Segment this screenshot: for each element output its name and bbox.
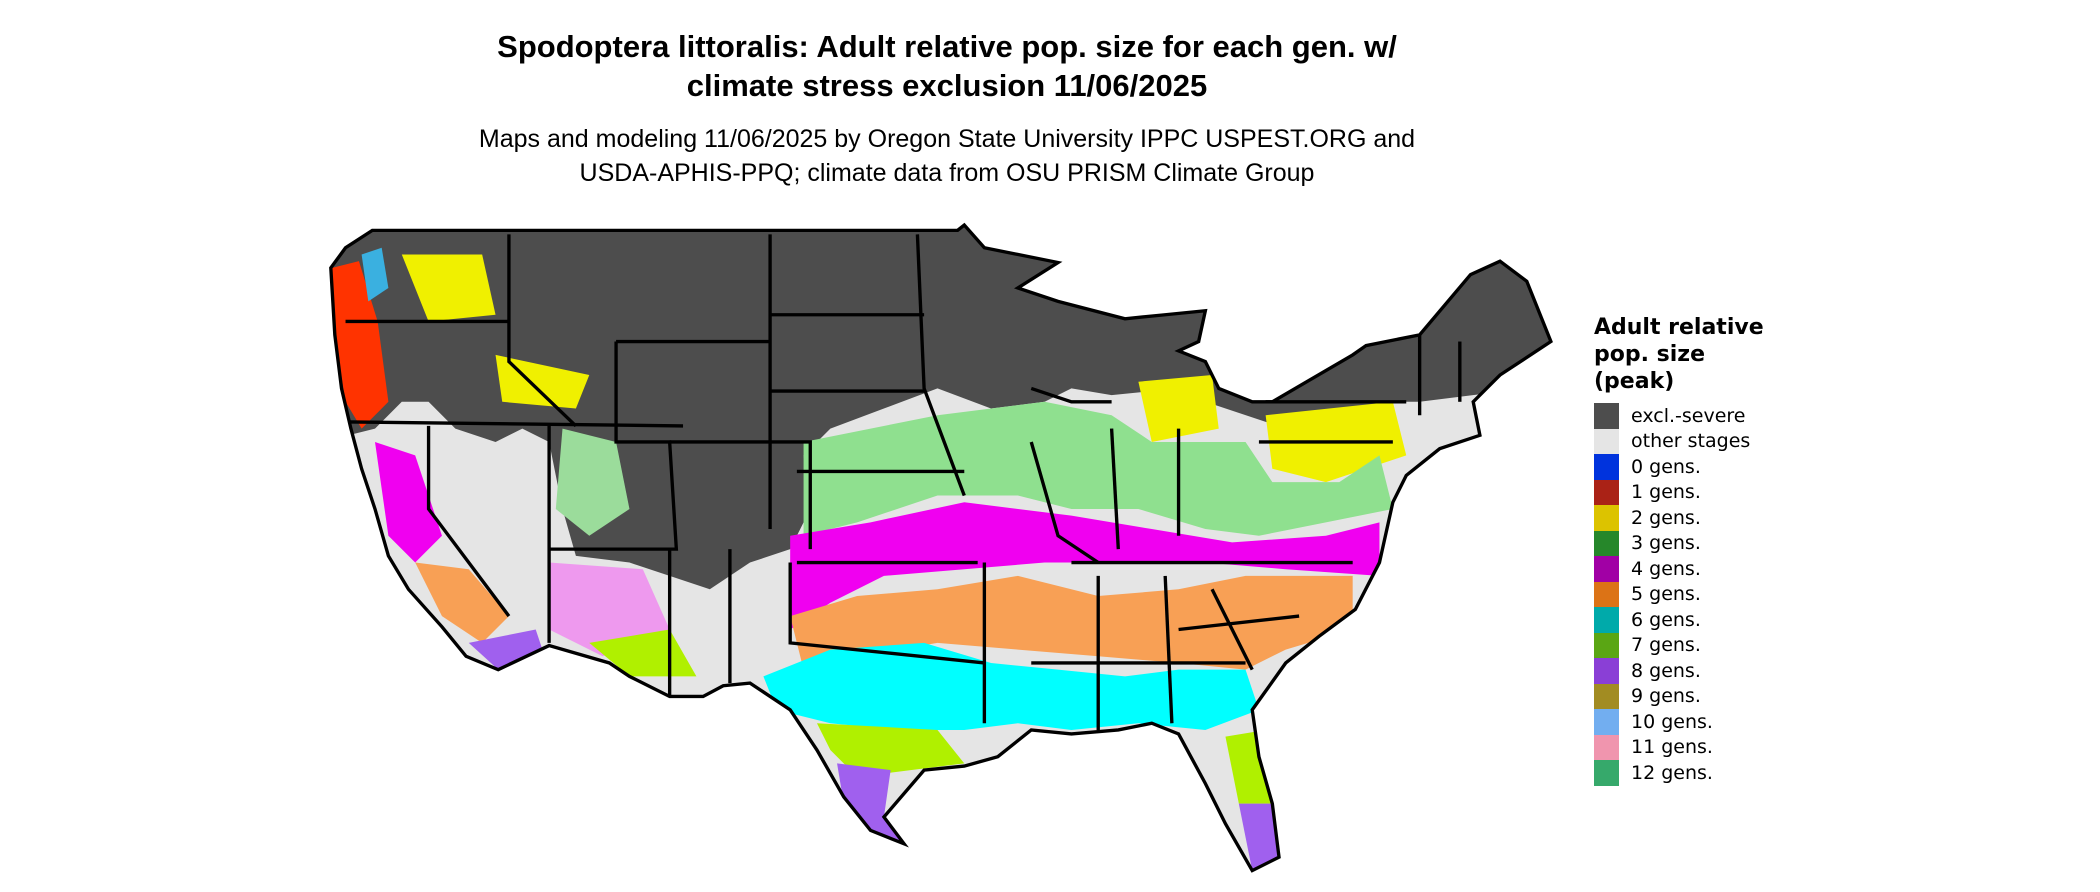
green-band-midwest — [803, 401, 1393, 536]
legend-label: excl.-severe — [1631, 404, 1746, 427]
magenta-band-california — [375, 441, 442, 563]
legend-item: 11 gens. — [1594, 734, 1764, 760]
legend-swatch — [1594, 505, 1619, 531]
legend-label: 1 gens. — [1631, 481, 1701, 504]
legend-title-line-2: pop. size — [1594, 342, 1705, 367]
west-mixed-region — [555, 428, 630, 536]
map-title: Spodoptera littoralis: Adult relative po… — [0, 27, 1894, 105]
legend-label: 0 gens. — [1631, 455, 1701, 478]
legend-label: 11 gens. — [1631, 736, 1713, 759]
legend-item: 7 gens. — [1594, 632, 1764, 658]
legend-label: other stages — [1631, 430, 1751, 453]
pink-lavender-arizona — [549, 562, 670, 657]
legend-title-line-3: (peak) — [1594, 369, 1675, 394]
legend-item: other stages — [1594, 428, 1764, 454]
yellow-patch-northwest — [401, 254, 496, 322]
purple-florida-tip — [1238, 803, 1280, 871]
legend-label: 7 gens. — [1631, 634, 1701, 657]
cyan-band — [763, 642, 1259, 730]
orange-band — [790, 575, 1353, 670]
title-line-2: climate stress exclusion 11/06/2025 — [686, 68, 1208, 103]
magenta-band — [790, 502, 1380, 630]
legend-swatch — [1594, 581, 1619, 607]
state-borders — [329, 223, 1553, 873]
legend-item: 6 gens. — [1594, 607, 1764, 633]
legend-item: 12 gens. — [1594, 760, 1764, 786]
subtitle-line-1: Maps and modeling 11/06/2025 by Oregon S… — [478, 125, 1416, 153]
legend-item: 5 gens. — [1594, 581, 1764, 607]
legend-swatch — [1594, 709, 1619, 735]
legend-swatch — [1594, 734, 1619, 760]
subtitle-line-2: USDA-APHIS-PPQ; climate data from OSU PR… — [579, 159, 1315, 187]
legend-label: 3 gens. — [1631, 532, 1701, 555]
legend-swatch — [1594, 530, 1619, 556]
legend-item: 10 gens. — [1594, 709, 1764, 735]
map-subtitle: Maps and modeling 11/06/2025 by Oregon S… — [0, 122, 1894, 190]
legend-label: 12 gens. — [1631, 761, 1713, 784]
chartreuse-band-texas — [816, 723, 965, 777]
legend-swatch — [1594, 428, 1619, 454]
legend-title-line-1: Adult relative — [1594, 315, 1764, 340]
legend-swatch — [1594, 632, 1619, 658]
legend-item: 4 gens. — [1594, 556, 1764, 582]
legend-swatch — [1594, 556, 1619, 582]
legend-title: Adult relative pop. size (peak) — [1594, 314, 1764, 395]
legend-swatch — [1594, 403, 1619, 429]
orange-band-southwest — [415, 562, 509, 643]
legend-item: excl.-severe — [1594, 403, 1764, 429]
legend-swatch — [1594, 683, 1619, 709]
legend-swatch — [1594, 658, 1619, 684]
legend-label: 2 gens. — [1631, 506, 1701, 529]
title-line-1: Spodoptera littoralis: Adult relative po… — [497, 29, 1397, 64]
legend-item: 9 gens. — [1594, 683, 1764, 709]
legend-item: 0 gens. — [1594, 454, 1764, 480]
legend-label: 6 gens. — [1631, 608, 1701, 631]
red-west-coast — [332, 261, 389, 429]
legend-item: 2 gens. — [1594, 505, 1764, 531]
legend-item: 3 gens. — [1594, 530, 1764, 556]
legend-label: 8 gens. — [1631, 659, 1701, 682]
legend-swatch — [1594, 760, 1619, 786]
legend-swatch — [1594, 607, 1619, 633]
legend-item: 1 gens. — [1594, 479, 1764, 505]
legend-swatch — [1594, 454, 1619, 480]
legend-label: 4 gens. — [1631, 557, 1701, 580]
legend-label: 5 gens. — [1631, 583, 1701, 606]
legend-label: 10 gens. — [1631, 710, 1713, 733]
legend-label: 9 gens. — [1631, 685, 1701, 708]
legend-items: excl.-severe other stages 0 gens. 1 gens. 2 … — [1594, 403, 1764, 786]
yellow-patch-idaho — [495, 354, 590, 409]
yellow-patch-michigan — [1138, 375, 1219, 442]
cyan-puget-sound — [361, 247, 389, 302]
legend: Adult relative pop. size (peak) excl.-se… — [1594, 314, 1764, 786]
legend-item: 8 gens. — [1594, 658, 1764, 684]
legend-swatch — [1594, 479, 1619, 505]
